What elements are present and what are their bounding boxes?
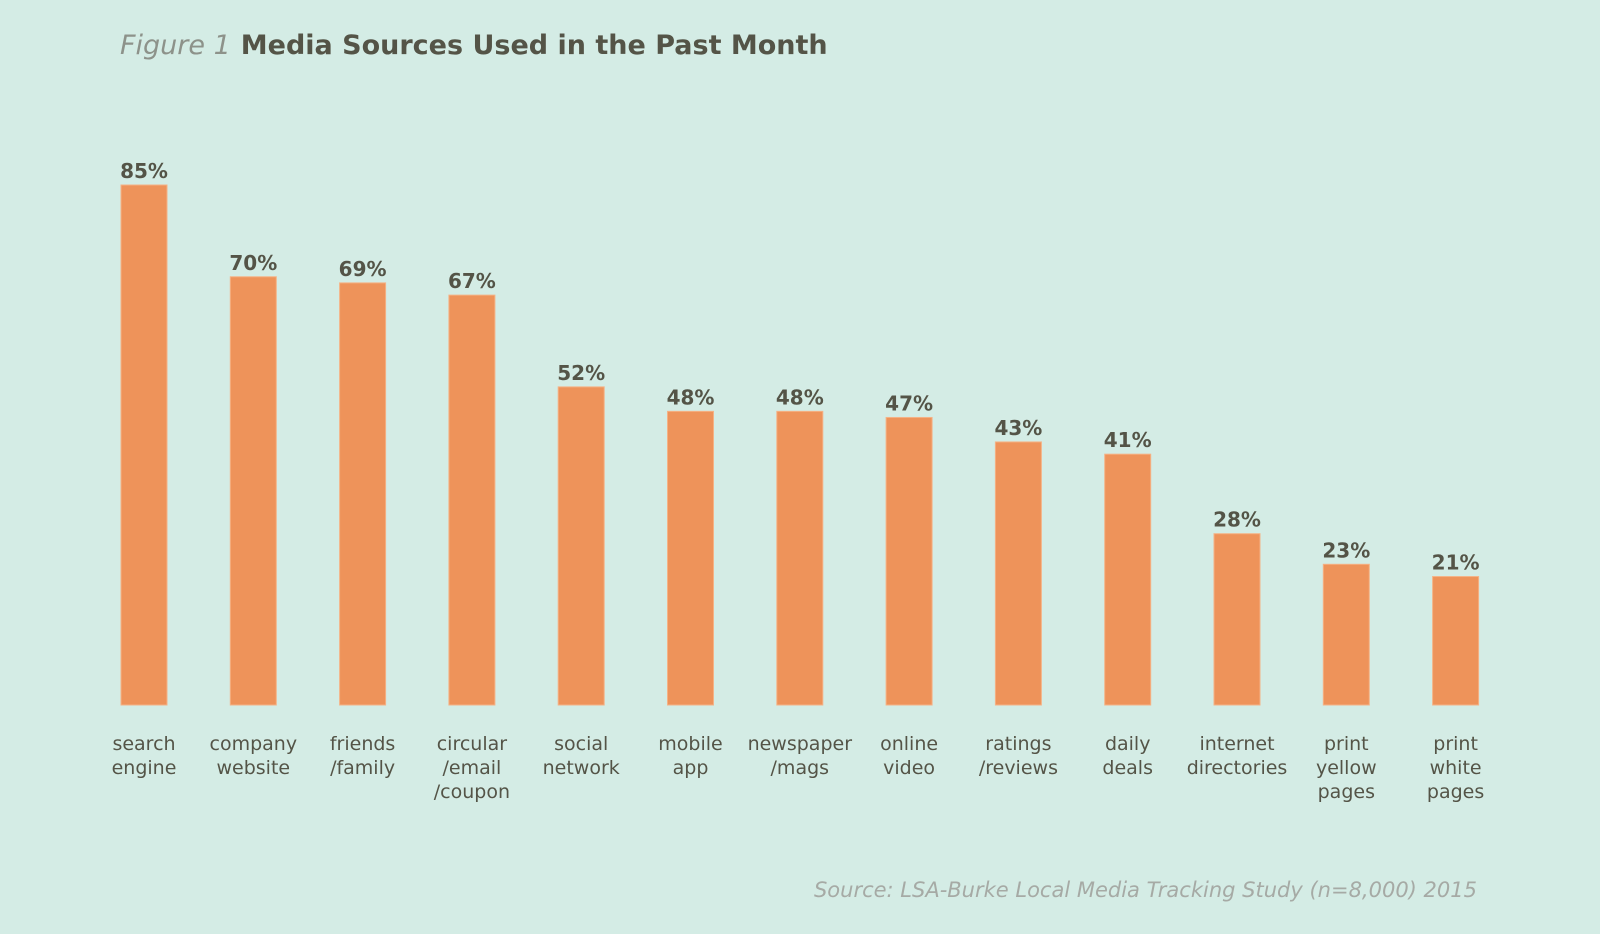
category-label-line: /reviews bbox=[979, 757, 1058, 779]
category-label-line: internet bbox=[1199, 733, 1274, 755]
category-label: search engine bbox=[112, 733, 177, 779]
value-label: 23% bbox=[1322, 538, 1370, 562]
value-label: 70% bbox=[229, 251, 277, 275]
category-label-line: website bbox=[216, 757, 290, 779]
bar bbox=[667, 410, 714, 706]
bar-group: 28% internet directories bbox=[1187, 508, 1288, 779]
category-label: online video bbox=[880, 733, 938, 779]
bar-group: 69% friends/family bbox=[330, 257, 395, 779]
bar bbox=[120, 184, 168, 706]
category-label: company website bbox=[210, 733, 298, 779]
category-label-line: newspaper bbox=[748, 733, 853, 755]
category-label-line: engine bbox=[112, 757, 177, 779]
title-text: Media Sources Used in the Past Month bbox=[240, 30, 828, 61]
bar-group: 52% social network bbox=[543, 361, 620, 779]
value-label: 21% bbox=[1432, 551, 1480, 575]
value-label: 48% bbox=[667, 385, 715, 409]
category-label-line: online bbox=[880, 733, 938, 755]
bar bbox=[448, 294, 496, 706]
bar-group: 21% print white pages bbox=[1427, 551, 1484, 803]
category-label-line: /email bbox=[442, 757, 501, 779]
value-label: 48% bbox=[776, 385, 824, 409]
figure-label: Figure 1 bbox=[120, 30, 231, 61]
value-label: 28% bbox=[1213, 508, 1261, 532]
bar bbox=[994, 441, 1042, 706]
bar bbox=[229, 276, 277, 706]
category-label-line: friends bbox=[330, 733, 395, 755]
category-label: friends/family bbox=[330, 733, 395, 779]
category-label-line: mobile bbox=[658, 733, 722, 755]
bar bbox=[885, 416, 933, 706]
bar bbox=[1213, 533, 1261, 706]
bar-group: 85% search engine bbox=[112, 159, 177, 779]
bar bbox=[1322, 563, 1370, 706]
bar bbox=[557, 386, 605, 706]
category-label-line: video bbox=[883, 757, 935, 779]
chart-title: Figure 1 Media Sources Used in the Past M… bbox=[120, 30, 828, 61]
category-label-line: circular bbox=[437, 733, 508, 755]
category-label-line: search bbox=[112, 733, 175, 755]
category-label-line: daily bbox=[1105, 733, 1151, 755]
value-label: 85% bbox=[120, 159, 168, 183]
category-label-line: social bbox=[554, 733, 608, 755]
bar-group: 48% newspaper/mags bbox=[748, 385, 853, 779]
bar bbox=[1104, 453, 1152, 706]
value-label: 69% bbox=[339, 257, 387, 281]
category-label-line: app bbox=[673, 757, 709, 779]
source-note: Source: LSA-Burke Local Media Tracking S… bbox=[813, 878, 1477, 902]
category-label: internet directories bbox=[1187, 733, 1288, 779]
category-label-line: yellow bbox=[1316, 757, 1377, 779]
category-label-line: /coupon bbox=[434, 781, 510, 803]
category-label-line: print bbox=[1324, 733, 1369, 755]
bar-group: 23% print yellow pages bbox=[1316, 538, 1377, 803]
category-label-line: print bbox=[1433, 733, 1478, 755]
value-label: 67% bbox=[448, 269, 496, 293]
value-label: 47% bbox=[885, 391, 933, 415]
category-label: print white pages bbox=[1427, 733, 1484, 803]
category-label-line: directories bbox=[1187, 757, 1288, 779]
category-label-line: pages bbox=[1427, 781, 1484, 803]
category-label: social network bbox=[543, 733, 620, 779]
category-label-line: deals bbox=[1102, 757, 1153, 779]
category-label: print yellow pages bbox=[1316, 733, 1377, 803]
category-label: ratings/reviews bbox=[979, 733, 1058, 779]
category-label-line: white bbox=[1430, 757, 1482, 779]
bar-group: 67% circular/email/coupon bbox=[434, 269, 510, 803]
value-label: 41% bbox=[1104, 428, 1152, 452]
category-label: newspaper/mags bbox=[748, 733, 853, 779]
bar-group: 70% company website bbox=[210, 251, 298, 779]
category-label: daily deals bbox=[1102, 733, 1153, 779]
bar-group: 43% ratings/reviews bbox=[979, 416, 1058, 779]
bar-group: 41% daily deals bbox=[1102, 428, 1153, 779]
bar bbox=[339, 282, 387, 706]
bar-group: 47% online video bbox=[880, 391, 938, 779]
value-label: 43% bbox=[994, 416, 1042, 440]
bar-group: 48% mobile app bbox=[658, 385, 722, 779]
value-label: 52% bbox=[557, 361, 605, 385]
bar bbox=[1432, 576, 1480, 706]
category-label-line: /mags bbox=[771, 757, 830, 779]
category-label-line: company bbox=[210, 733, 298, 755]
bar bbox=[776, 410, 824, 706]
category-label: circular/email/coupon bbox=[434, 733, 510, 803]
category-label-line: ratings bbox=[985, 733, 1051, 755]
category-label-line: /family bbox=[330, 757, 395, 779]
category-label-line: pages bbox=[1318, 781, 1375, 803]
category-label-line: network bbox=[543, 757, 620, 779]
category-label: mobile app bbox=[658, 733, 722, 779]
